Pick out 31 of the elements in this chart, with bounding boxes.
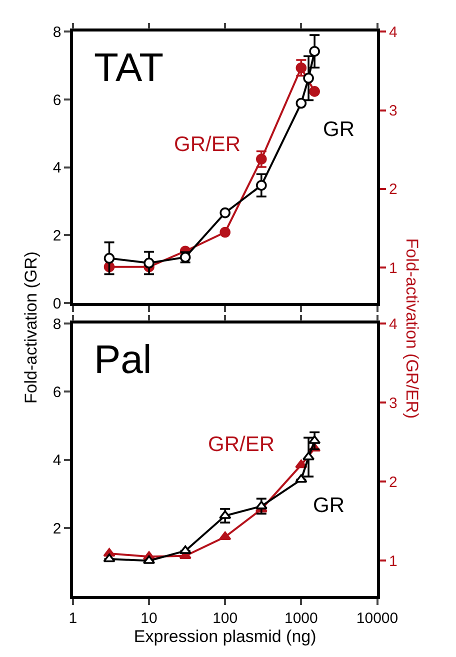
series-label: GR/ER (174, 133, 241, 156)
x-tick-label: 10000 (356, 610, 398, 627)
y2-tick-label: 3 (388, 394, 398, 412)
y2-tick-label: 3 (388, 102, 398, 120)
y2-tick-label: 4 (388, 316, 398, 333)
series-label: GR (313, 494, 344, 517)
y2-tick-label: 2 (388, 474, 398, 491)
series-label: GR (323, 118, 354, 141)
y-tick-label: 2 (52, 227, 62, 244)
x-tick-label: 1 (68, 610, 78, 627)
y-tick-label: 8 (52, 316, 62, 333)
chart-title: TAT (94, 46, 164, 90)
x-tick-label: 100 (212, 610, 238, 627)
y-tick-label: 4 (52, 160, 62, 177)
y-tick-label: 0 (52, 295, 62, 312)
y-tick-label: 8 (52, 24, 62, 41)
x-tick-label: 1000 (284, 610, 318, 627)
y2-tick-label: 4 (388, 24, 398, 41)
y2-tick-label: 1 (388, 552, 398, 570)
y2-axis-title: Fold-activation (GR/ER) (402, 238, 422, 419)
chart-title: Pal (94, 338, 152, 382)
y2-tick-label: 2 (388, 181, 398, 198)
x-axis-title: Expression plasmid (ng) (134, 626, 316, 646)
y2-tick-label: 1 (388, 260, 398, 277)
y-axis-title: Fold-activation (GR) (22, 251, 41, 404)
y-tick-label: 6 (52, 92, 62, 109)
x-tick-label: 10 (140, 610, 158, 627)
y-tick-label: 4 (52, 452, 62, 470)
y-tick-label: 6 (52, 384, 62, 401)
y-tick-label: 2 (52, 520, 62, 538)
series-label: GR/ER (208, 433, 275, 456)
